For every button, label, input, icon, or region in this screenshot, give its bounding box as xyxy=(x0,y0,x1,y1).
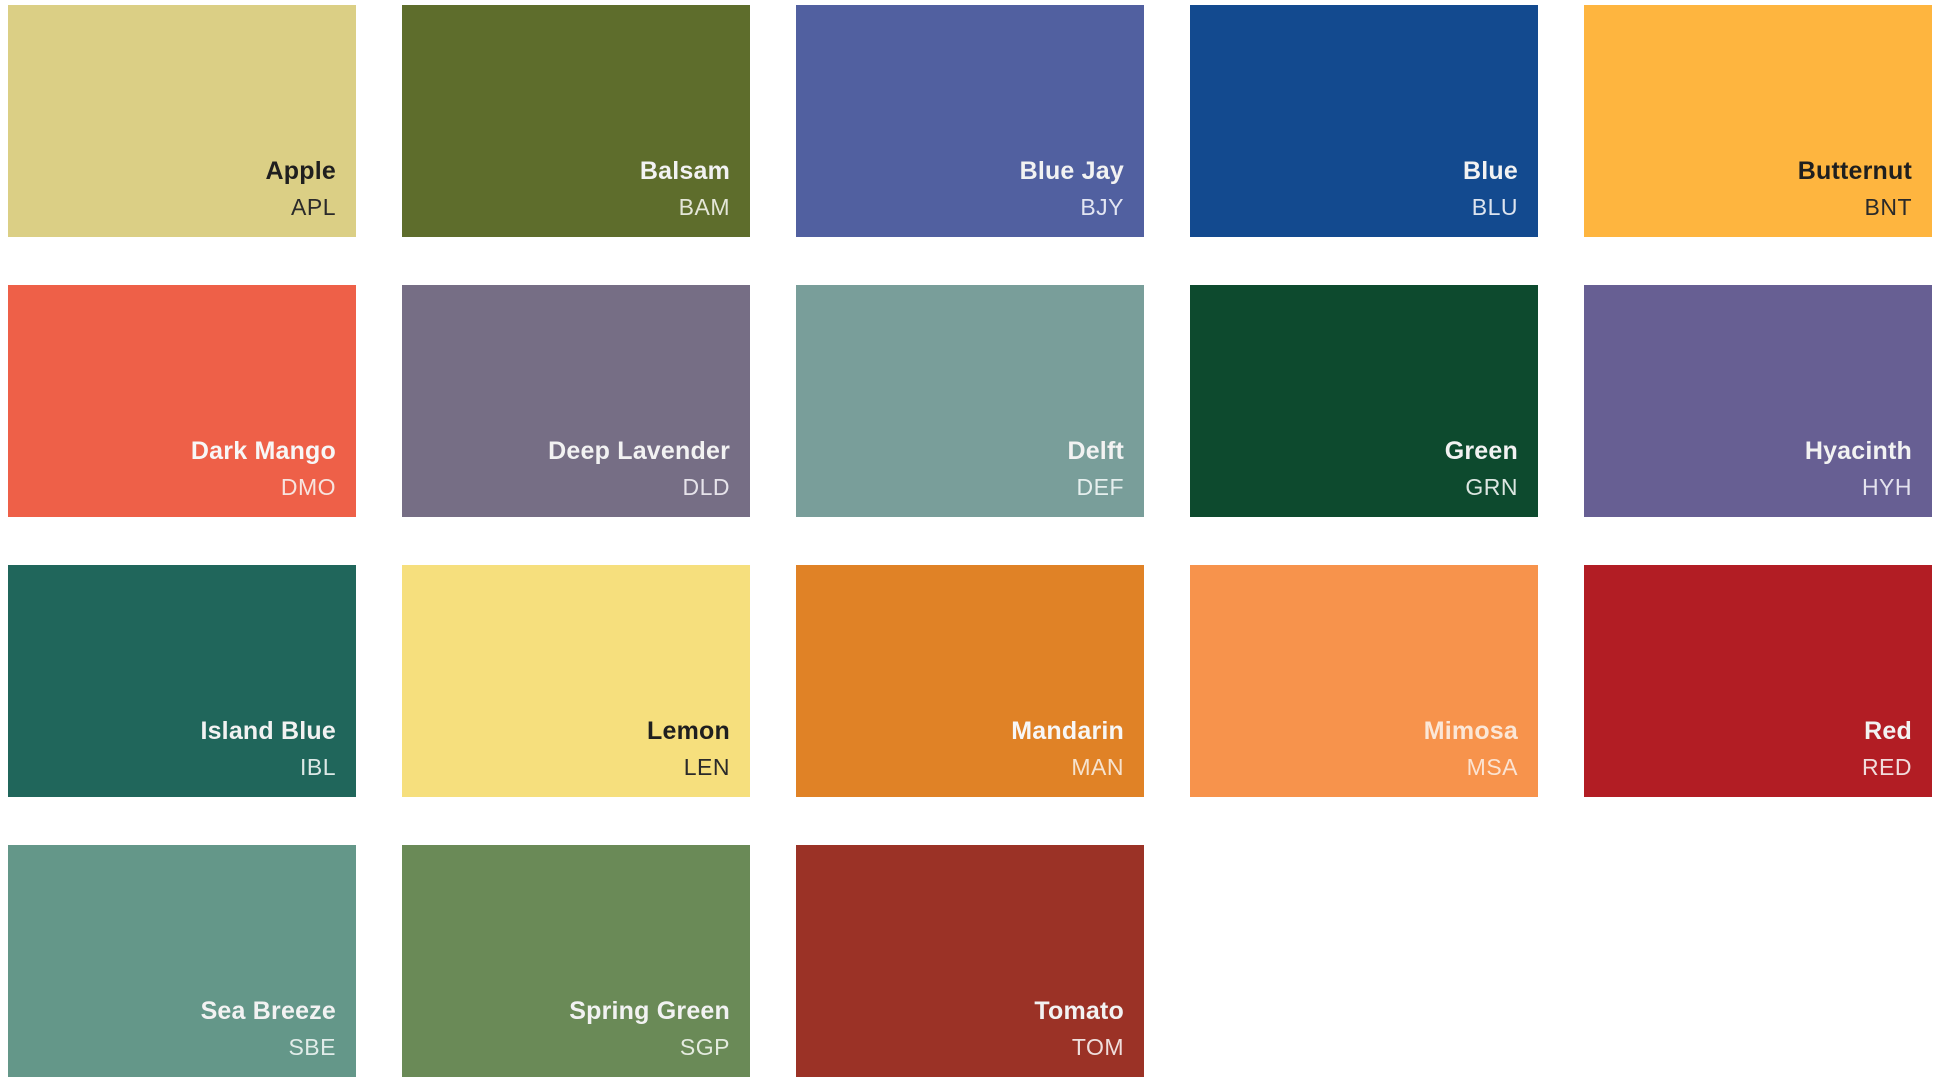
swatch-code: DLD xyxy=(682,474,730,500)
swatch-mandarin[interactable]: Mandarin MAN xyxy=(796,565,1144,797)
swatch-info: Apple APL xyxy=(266,153,336,225)
color-swatch-grid: Apple APL Balsam BAM Blue Jay BJY Blue B… xyxy=(8,5,1932,1077)
swatch-name: Green xyxy=(1444,437,1518,465)
swatch-name: Balsam xyxy=(639,157,730,185)
swatch-code: BLU xyxy=(1471,194,1518,220)
swatch-hyacinth[interactable]: Hyacinth HYH xyxy=(1584,285,1932,517)
swatch-lemon[interactable]: Lemon LEN xyxy=(402,565,750,797)
swatch-balsam[interactable]: Balsam BAM xyxy=(402,5,750,237)
swatch-info: Sea Breeze SBE xyxy=(201,993,336,1065)
swatch-name: Delft xyxy=(1067,437,1124,465)
swatch-info: Dark Mango DMO xyxy=(191,433,336,505)
swatch-code: MSA xyxy=(1466,754,1518,780)
swatch-name: Apple xyxy=(265,157,336,185)
swatch-info: Spring Green SGP xyxy=(569,993,730,1065)
swatch-info: Blue Jay BJY xyxy=(1020,153,1124,225)
swatch-code: MAN xyxy=(1071,754,1124,780)
swatch-info: Green GRN xyxy=(1445,433,1518,505)
swatch-sea-breeze[interactable]: Sea Breeze SBE xyxy=(8,845,356,1077)
swatch-red[interactable]: Red RED xyxy=(1584,565,1932,797)
swatch-code: SBE xyxy=(288,1034,336,1060)
swatch-delft[interactable]: Delft DEF xyxy=(796,285,1144,517)
swatch-name: Tomato xyxy=(1034,997,1124,1025)
swatch-name: Lemon xyxy=(647,717,730,745)
swatch-info: Deep Lavender DLD xyxy=(548,433,730,505)
swatch-name: Mandarin xyxy=(1011,717,1124,745)
swatch-code: DMO xyxy=(280,474,336,500)
swatch-code: TOM xyxy=(1071,1034,1124,1060)
swatch-name: Island Blue xyxy=(200,717,336,745)
swatch-name: Sea Breeze xyxy=(200,997,336,1025)
swatch-blue[interactable]: Blue BLU xyxy=(1190,5,1538,237)
swatch-deep-lavender[interactable]: Deep Lavender DLD xyxy=(402,285,750,517)
swatch-tomato[interactable]: Tomato TOM xyxy=(796,845,1144,1077)
swatch-code: APL xyxy=(291,194,336,220)
swatch-name: Spring Green xyxy=(569,997,730,1025)
swatch-island-blue[interactable]: Island Blue IBL xyxy=(8,565,356,797)
swatch-code: HYH xyxy=(1861,474,1912,500)
swatch-green[interactable]: Green GRN xyxy=(1190,285,1538,517)
swatch-code: DEF xyxy=(1076,474,1124,500)
swatch-info: Island Blue IBL xyxy=(200,713,336,785)
swatch-code: RED xyxy=(1861,754,1912,780)
swatch-code: IBL xyxy=(299,754,336,780)
swatch-info: Tomato TOM xyxy=(1034,993,1124,1065)
swatch-code: BAM xyxy=(678,194,730,220)
swatch-info: Mimosa MSA xyxy=(1424,713,1518,785)
swatch-name: Deep Lavender xyxy=(548,437,730,465)
swatch-code: BJY xyxy=(1080,194,1124,220)
swatch-butternut[interactable]: Butternut BNT xyxy=(1584,5,1932,237)
swatch-apple[interactable]: Apple APL xyxy=(8,5,356,237)
swatch-info: Delft DEF xyxy=(1067,433,1124,505)
swatch-info: Lemon LEN xyxy=(647,713,730,785)
swatch-code: BNT xyxy=(1864,194,1912,220)
swatch-info: Blue BLU xyxy=(1463,153,1518,225)
swatch-info: Red RED xyxy=(1862,713,1912,785)
swatch-info: Balsam BAM xyxy=(640,153,730,225)
swatch-mimosa[interactable]: Mimosa MSA xyxy=(1190,565,1538,797)
swatch-spring-green[interactable]: Spring Green SGP xyxy=(402,845,750,1077)
swatch-name: Hyacinth xyxy=(1804,437,1912,465)
swatch-blue-jay[interactable]: Blue Jay BJY xyxy=(796,5,1144,237)
swatch-name: Blue Jay xyxy=(1019,157,1124,185)
swatch-info: Butternut BNT xyxy=(1798,153,1912,225)
swatch-name: Red xyxy=(1864,717,1912,745)
swatch-code: LEN xyxy=(683,754,730,780)
swatch-name: Blue xyxy=(1463,157,1518,185)
swatch-info: Mandarin MAN xyxy=(1011,713,1124,785)
swatch-name: Mimosa xyxy=(1423,717,1518,745)
swatch-code: GRN xyxy=(1465,474,1518,500)
swatch-info: Hyacinth HYH xyxy=(1805,433,1912,505)
swatch-code: SGP xyxy=(679,1034,730,1060)
swatch-name: Butternut xyxy=(1797,157,1912,185)
swatch-dark-mango[interactable]: Dark Mango DMO xyxy=(8,285,356,517)
swatch-name: Dark Mango xyxy=(190,437,336,465)
